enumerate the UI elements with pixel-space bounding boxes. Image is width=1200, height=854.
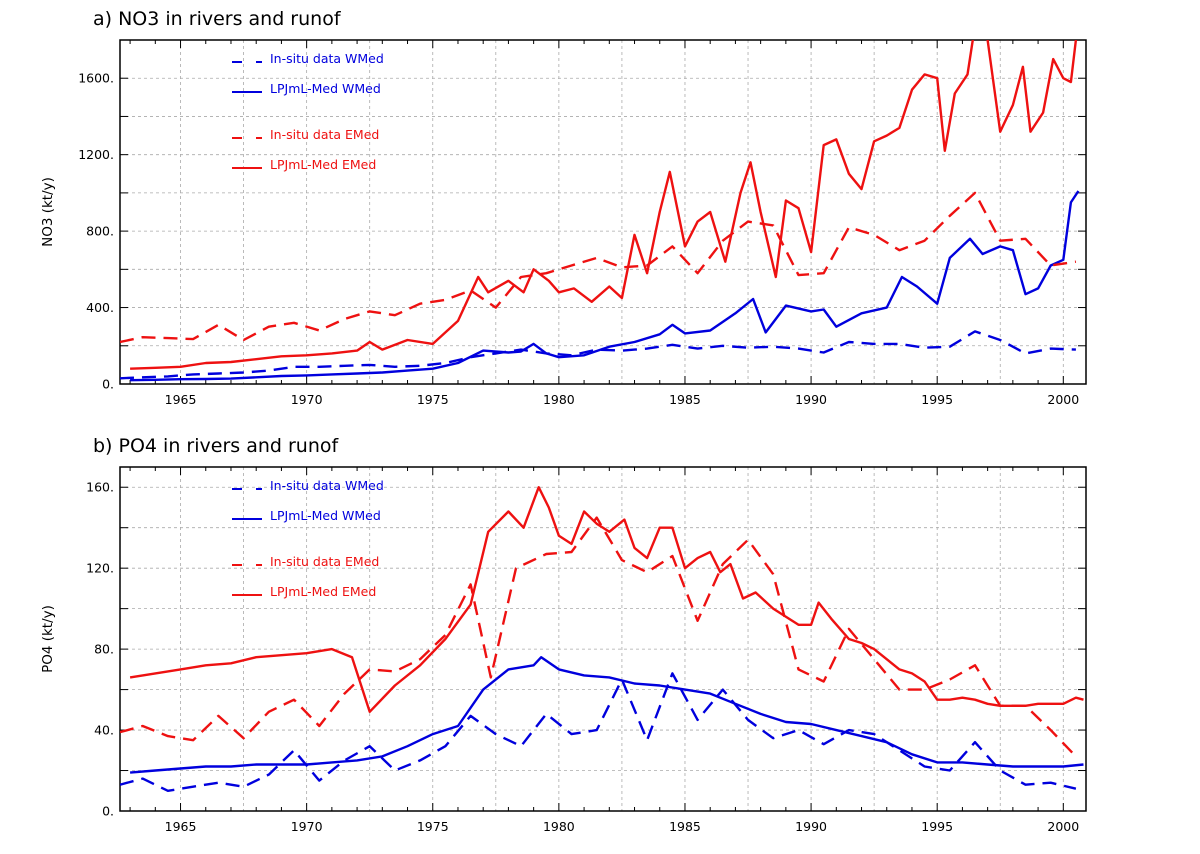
x-tick-label: 1975 <box>417 819 449 834</box>
x-tick-label: 1995 <box>921 819 953 834</box>
y-tick-label: 1600. <box>78 71 114 86</box>
legend-label: In-situ data EMed <box>270 554 379 569</box>
series-line-lpjml-med-wmed <box>130 656 1084 774</box>
x-tick-label: 2000 <box>1047 819 1079 834</box>
legend-label: LPJmL-Med WMed <box>270 81 381 96</box>
plot-frame <box>119 466 1087 812</box>
x-tick-label: 1985 <box>669 392 701 407</box>
x-tick-label: 1975 <box>417 392 449 407</box>
series-line-lpjml-med-wmed <box>130 190 1080 382</box>
x-tick-label: 1990 <box>795 819 827 834</box>
x-tick-label: 2000 <box>1047 392 1079 407</box>
chart-title: a) NO3 in rivers and runof <box>93 8 342 30</box>
series-line-lpjml-med-emed <box>130 40 1078 370</box>
y-tick-label: 400. <box>86 300 114 315</box>
y-tick-label: 0. <box>102 377 114 392</box>
legend-label: In-situ data EMed <box>270 127 379 142</box>
y-tick-label: 800. <box>86 224 114 239</box>
series-line-in-situ-data-emed <box>120 191 1077 344</box>
x-tick-label: 1985 <box>669 819 701 834</box>
series-line-in-situ-data-wmed <box>120 330 1076 380</box>
legend-label: LPJmL-Med WMed <box>270 508 381 523</box>
x-tick-label: 1970 <box>291 392 323 407</box>
series-line-in-situ-data-wmed <box>120 672 1077 792</box>
y-tick-label: 120. <box>86 561 114 576</box>
x-tick-label: 1980 <box>543 819 575 834</box>
y-tick-label: 1200. <box>78 147 114 162</box>
chart-title: b) PO4 in rivers and runof <box>93 435 339 457</box>
legend-label: LPJmL-Med EMed <box>270 157 376 172</box>
x-tick-label: 1970 <box>291 819 323 834</box>
legend-label: In-situ data WMed <box>270 478 384 493</box>
y-tick-label: 160. <box>86 480 114 495</box>
y-tick-label: 0. <box>102 804 114 819</box>
x-tick-label: 1990 <box>795 392 827 407</box>
y-axis-label: PO4 (kt/y) <box>40 605 56 673</box>
y-axis-label: NO3 (kt/y) <box>40 177 56 247</box>
x-tick-label: 1965 <box>165 392 197 407</box>
panel-no3: 1965 1970 1975 1980 1985 1990 1995 2000 0. 400. 80… <box>40 8 1087 407</box>
x-tick-label: 1965 <box>165 819 197 834</box>
y-tick-label: 80. <box>94 642 114 657</box>
series-line-in-situ-data-emed <box>120 516 1077 758</box>
y-tick-label: 40. <box>94 723 114 738</box>
x-tick-label: 1980 <box>543 392 575 407</box>
legend-label: In-situ data WMed <box>270 51 384 66</box>
legend-label: LPJmL-Med EMed <box>270 584 376 599</box>
plot-frame <box>119 39 1087 385</box>
series-line-lpjml-med-emed <box>129 486 1084 713</box>
x-tick-label: 1995 <box>921 392 953 407</box>
panel-po4: 1965 1970 1975 1980 1985 1990 1995 2000 0. 40. 80.… <box>40 435 1087 834</box>
